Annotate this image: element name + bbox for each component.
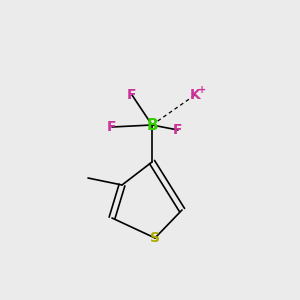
Text: S: S <box>150 231 160 245</box>
Text: B: B <box>146 118 158 133</box>
Text: F: F <box>173 123 183 137</box>
Text: F: F <box>107 120 117 134</box>
Text: K: K <box>190 88 200 102</box>
Text: F: F <box>127 88 137 102</box>
Text: +: + <box>198 85 206 95</box>
